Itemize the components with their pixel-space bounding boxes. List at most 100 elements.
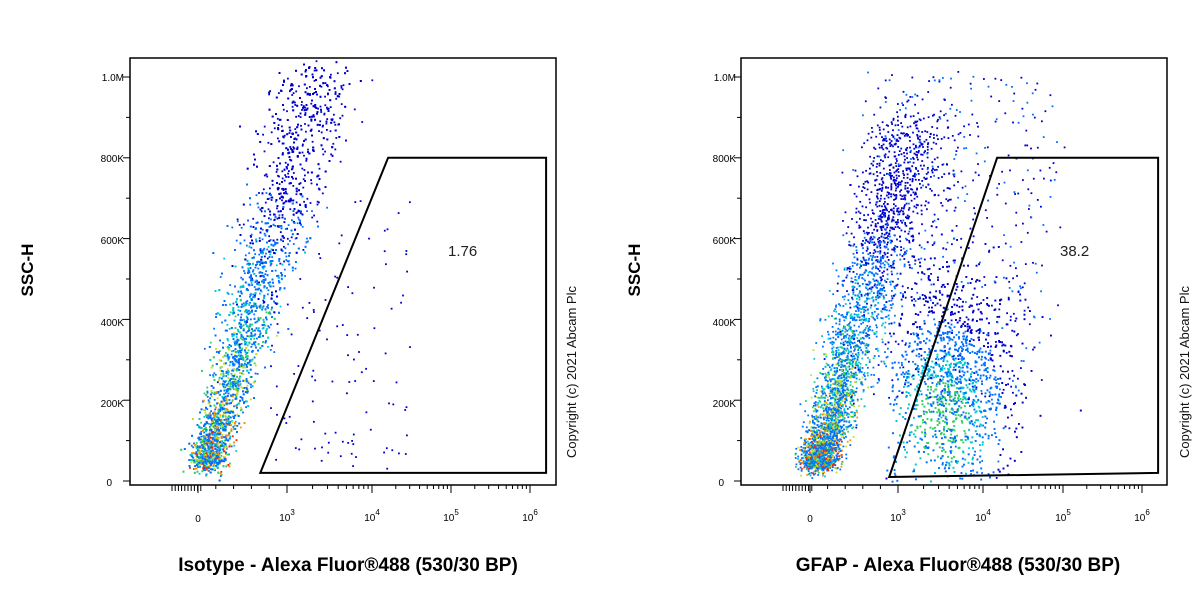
data-point	[262, 274, 265, 277]
data-point	[240, 335, 243, 338]
data-point	[211, 456, 213, 459]
data-point	[237, 313, 240, 316]
data-point	[204, 423, 207, 426]
data-point	[290, 159, 293, 162]
data-point	[276, 164, 278, 167]
data-point	[205, 467, 208, 470]
data-point	[267, 307, 269, 309]
data-point	[259, 334, 261, 337]
data-point	[189, 453, 192, 456]
data-point	[321, 67, 323, 70]
data-point	[278, 260, 281, 262]
data-point	[265, 252, 267, 255]
data-point	[230, 424, 232, 427]
data-point	[216, 432, 219, 435]
data-point	[224, 416, 227, 418]
data-point	[319, 105, 322, 108]
data-point	[289, 158, 291, 161]
data-point	[332, 142, 335, 145]
data-point	[216, 422, 218, 425]
data-point	[218, 376, 221, 379]
data-point	[292, 243, 295, 245]
data-point	[230, 428, 233, 431]
data-point	[331, 146, 334, 149]
data-point	[284, 161, 287, 164]
data-point	[242, 411, 244, 414]
data-point	[298, 218, 300, 221]
data-point	[269, 239, 272, 241]
data-point	[311, 115, 313, 118]
data-point	[306, 197, 309, 200]
data-point	[295, 251, 298, 254]
data-point	[264, 341, 267, 344]
data-point	[300, 210, 302, 213]
data-point	[243, 362, 246, 365]
data-point	[213, 461, 216, 464]
data-point	[283, 287, 286, 290]
data-point	[246, 310, 249, 313]
data-point	[249, 197, 251, 200]
data-point	[225, 397, 228, 400]
data-point	[195, 458, 197, 461]
data-point	[215, 429, 218, 432]
data-point	[213, 414, 215, 417]
data-point	[252, 296, 255, 298]
data-point	[236, 303, 238, 306]
data-point	[243, 272, 246, 275]
data-point	[228, 399, 231, 401]
data-point	[287, 163, 289, 166]
data-point	[205, 433, 208, 436]
data-point	[224, 304, 227, 306]
data-point	[292, 213, 295, 216]
data-point	[228, 364, 231, 367]
data-point	[261, 207, 264, 209]
data-point	[242, 302, 245, 305]
data-point	[239, 357, 242, 359]
data-point	[276, 295, 278, 298]
data-point	[209, 425, 211, 428]
data-point	[295, 115, 297, 118]
data-point	[250, 318, 252, 321]
data-point	[242, 324, 245, 327]
data-point	[223, 383, 226, 386]
data-point	[251, 239, 253, 242]
data-point	[295, 131, 298, 134]
data-point	[324, 82, 327, 84]
data-point	[213, 327, 215, 330]
data-point	[269, 262, 272, 264]
data-point	[236, 220, 239, 223]
data-point	[331, 154, 334, 157]
data-point	[289, 197, 292, 200]
data-point	[239, 365, 242, 368]
data-point	[251, 279, 254, 282]
data-point	[274, 225, 277, 227]
data-point	[268, 197, 271, 200]
data-point	[233, 427, 235, 430]
data-point	[239, 396, 242, 398]
data-point	[259, 306, 262, 309]
data-point	[249, 324, 252, 327]
data-point	[217, 463, 219, 466]
data-point	[253, 362, 256, 365]
data-point	[248, 328, 250, 330]
data-point	[200, 435, 203, 438]
data-point	[239, 383, 242, 386]
data-point	[283, 260, 285, 263]
data-point	[220, 366, 223, 369]
data-point	[295, 212, 298, 214]
data-point	[291, 105, 294, 108]
data-point	[228, 314, 230, 317]
data-point	[191, 434, 193, 437]
data-point	[209, 448, 212, 451]
data-point	[199, 459, 202, 462]
data-point	[264, 222, 267, 225]
data-point	[247, 371, 250, 374]
data-point	[250, 398, 252, 401]
data-point	[242, 328, 245, 330]
data-point	[259, 248, 262, 250]
data-point	[192, 452, 195, 454]
data-point	[310, 182, 313, 185]
data-point	[268, 326, 271, 329]
data-point	[274, 302, 277, 304]
data-point	[227, 339, 229, 342]
